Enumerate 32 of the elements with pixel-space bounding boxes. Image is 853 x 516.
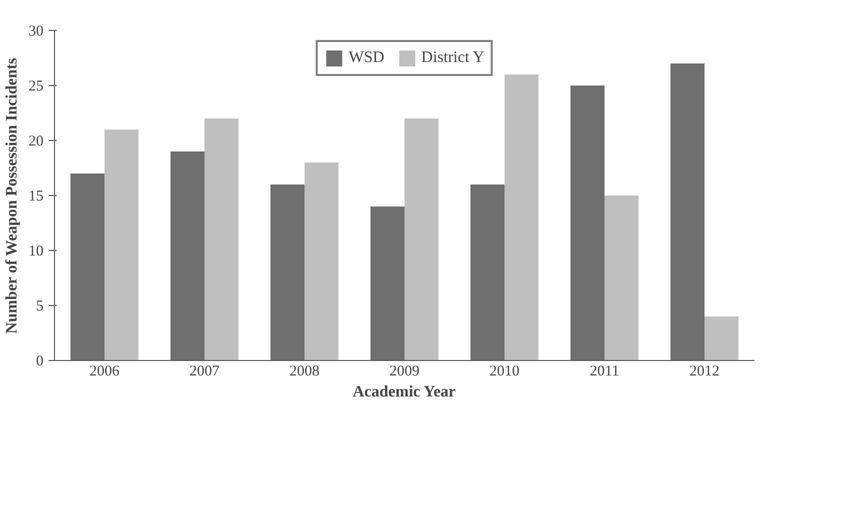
bar (670, 64, 704, 360)
bar (170, 152, 204, 360)
x-tick-label: 2007 (190, 364, 220, 380)
y-tick-label: 10 (28, 244, 44, 260)
x-tick-label: 2012 (690, 364, 720, 380)
y-tick-label: 15 (28, 188, 44, 204)
y-tick-label: 5 (36, 298, 44, 314)
bar (470, 184, 504, 360)
bar (704, 316, 738, 360)
bar (504, 74, 538, 360)
legend-label: District Y (421, 49, 484, 67)
bar (404, 118, 438, 360)
x-tick-label: 2006 (90, 364, 120, 380)
bar (104, 130, 138, 360)
bar (604, 196, 638, 360)
x-tick-label: 2008 (290, 364, 320, 380)
x-tick-label: 2009 (390, 364, 420, 380)
bar (370, 206, 404, 360)
y-tick-label: 25 (28, 78, 44, 94)
x-axis-title: Academic Year (352, 384, 456, 400)
bar (304, 162, 338, 360)
legend-label: WSD (348, 49, 384, 67)
y-tick-label: 20 (28, 134, 44, 150)
bar (270, 184, 304, 360)
y-tick-label: 30 (28, 24, 44, 40)
x-tick-label: 2010 (490, 364, 520, 380)
bar (204, 118, 238, 360)
bar (70, 174, 104, 360)
y-axis-title: Number of Weapon Possession Incidents (4, 58, 20, 334)
bar (570, 86, 604, 360)
y-tick-label: 0 (36, 354, 44, 370)
x-tick-label: 2011 (590, 364, 620, 380)
